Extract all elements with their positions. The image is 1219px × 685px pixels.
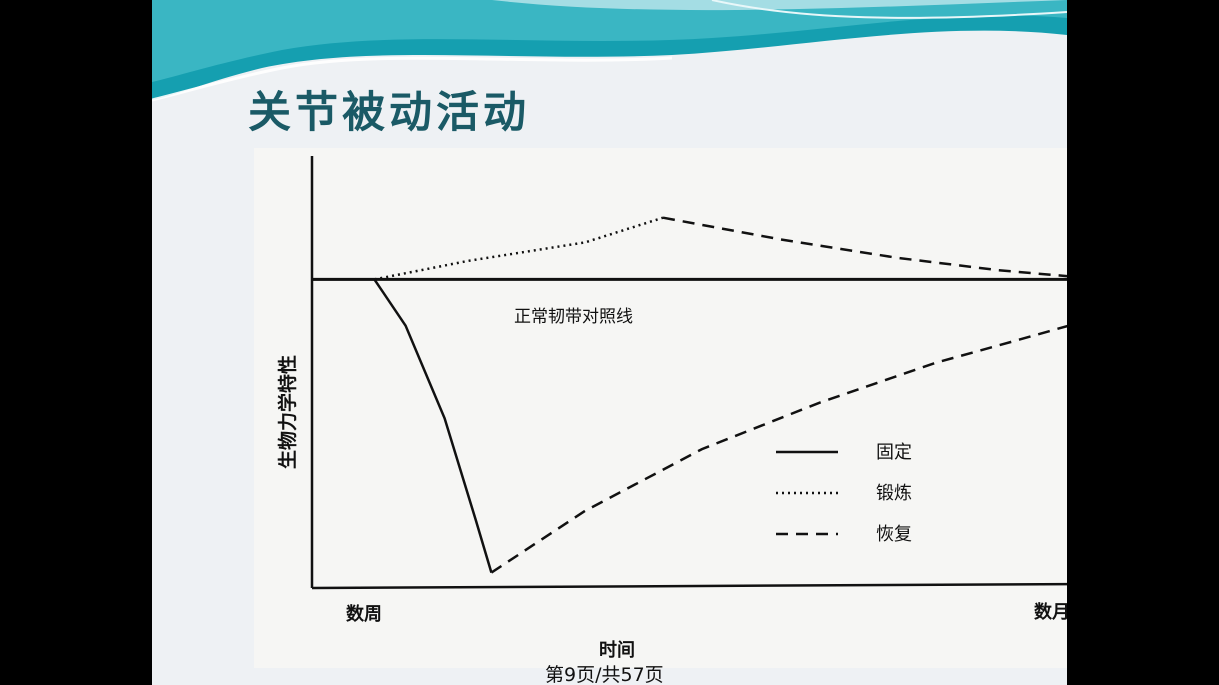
- slide-title: 关节被动活动: [248, 88, 530, 138]
- page-indicator: 第9页/共57页: [545, 664, 664, 685]
- reference-line-label: 正常韧带对照线: [514, 307, 633, 327]
- series-line-4: [662, 216, 1067, 278]
- slide: 关节被动活动 正常韧带对照线生物力学特性数周 数月时间 固定锻炼恢复 第9页/共57…: [152, 0, 1067, 685]
- series-line-3: [490, 324, 1067, 574]
- x-tick-label: 数周: [346, 603, 382, 625]
- legend-label: 锻炼: [876, 483, 912, 504]
- legend-label: 固定: [876, 442, 912, 463]
- header-wave-decoration: [152, 0, 1067, 110]
- series-line-2: [374, 216, 664, 281]
- legend-label: 恢复: [876, 524, 912, 545]
- x-axis-label: 时间: [599, 640, 635, 661]
- chart-panel: 正常韧带对照线生物力学特性数周 数月时间 固定锻炼恢复: [254, 148, 1067, 668]
- x-axis: [311, 582, 1067, 590]
- series-line-1: [312, 278, 493, 573]
- y-axis-label: 生物力学特性: [276, 355, 299, 469]
- x-tick-label: 数月: [1034, 601, 1067, 623]
